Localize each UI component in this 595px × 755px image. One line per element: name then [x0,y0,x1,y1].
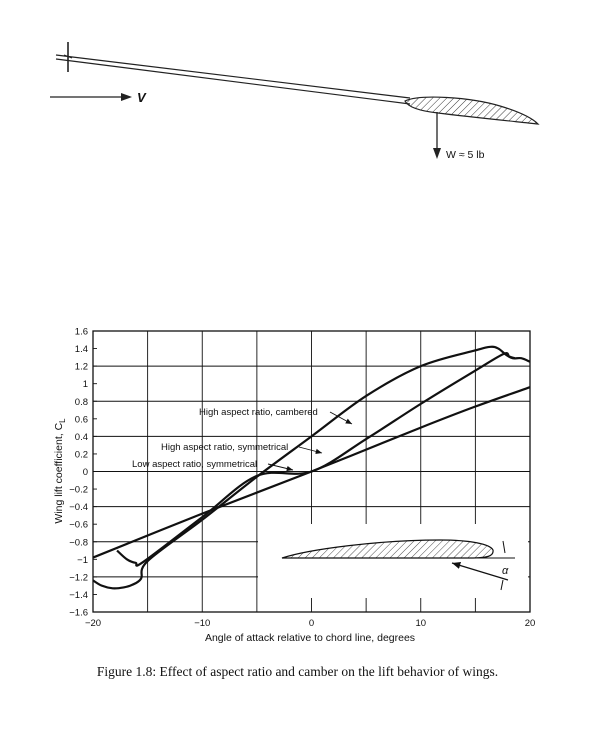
y-tick-label: 1.2 [75,362,88,373]
y-axis-title-subscript: L [58,418,67,423]
weight-arrow [433,112,441,159]
y-tick-labels: −1.6 −1.4 −1.2 −1 −0.8 −0.6 −0.4 −0.2 0 0.2 0.4 0.6… [69,327,88,619]
leader-low-symmetrical [267,463,294,472]
y-tick-label: 0.6 [75,414,88,425]
velocity-label: V [137,90,147,105]
label-high-symmetrical: High aspect ratio, symmetrical [161,442,288,453]
annotations: High aspect ratio, cambered High aspect … [132,407,353,472]
series-line-low-symmetrical [92,386,531,559]
label-high-cambered: High aspect ratio, cambered [199,407,318,418]
y-axis-title: Wing lift coefficient, CL [53,418,67,524]
alpha-tick-top [502,540,506,554]
x-tick-labels: −20 −10 0 10 20 [85,618,535,629]
y-tick-label: −0.6 [69,520,88,531]
series-line-high-cambered [92,345,531,590]
wing-airfoil [404,96,540,125]
x-axis-title: Angle of attack relative to chord line, … [205,632,415,644]
series-group [92,345,531,590]
y-tick-label: −1 [77,555,88,566]
x-tick-label: 20 [525,618,536,629]
inset-airfoil [281,539,494,559]
y-tick-label: −1.6 [69,608,88,619]
y-axis-title-main: Wing lift coefficient, C [53,422,65,523]
y-tick-label: 0.4 [75,432,88,443]
weight-label: W ≈ 5 lb [446,149,485,161]
x-tick-label: −10 [194,618,210,629]
plot-frame [92,330,531,613]
alpha-label: α [502,565,509,577]
x-tick-label: 10 [415,618,426,629]
figure-caption: Figure 1.8: Effect of aspect ratio and c… [96,664,499,679]
fuselage-boom [55,54,411,105]
y-tick-label: −0.2 [69,485,88,496]
leader-high-symmetrical [298,446,323,455]
x-tick-label: 0 [309,618,314,629]
y-tick-label: −1.2 [69,572,88,583]
alpha-tick-bottom [500,579,504,591]
y-tick-label: 0.2 [75,449,88,460]
y-tick-label: 1.6 [75,327,88,338]
y-tick-label: 1 [83,379,88,390]
y-tick-label: −0.8 [69,537,88,548]
y-tick-label: 1.4 [75,344,88,355]
y-tick-label: −1.4 [69,590,88,601]
y-tick-label: −0.4 [69,502,88,513]
glider-figure: V W ≈ 5 lb [50,42,540,161]
label-low-symmetrical: Low aspect ratio, symmetrical [132,459,257,470]
freestream-arrow [451,561,509,581]
y-tick-label: 0 [83,467,88,478]
velocity-arrow [50,93,132,101]
x-tick-label: −20 [85,618,101,629]
leader-high-cambered [329,411,353,425]
inset-airfoil-diagram: α [258,524,528,598]
lift-chart: −1.6 −1.4 −1.2 −1 −0.8 −0.6 −0.4 −0.2 0 0.2 0.4 0.6… [53,327,535,645]
y-tick-label: 0.8 [75,397,88,408]
